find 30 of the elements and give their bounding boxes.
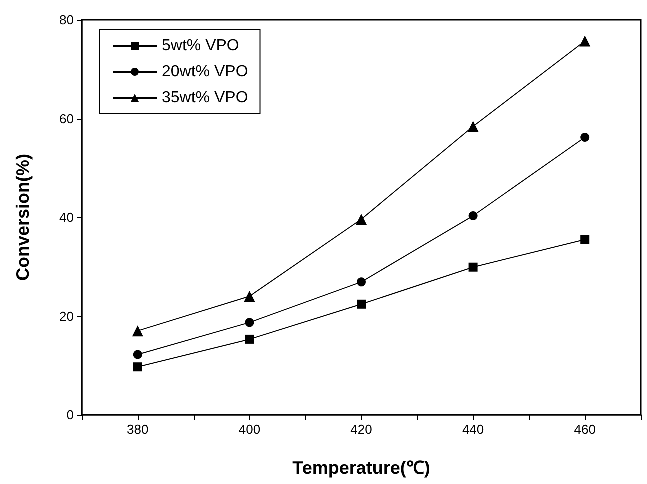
x-axis-title: Temperature(℃): [292, 458, 430, 478]
x-tick-label: 420: [350, 422, 372, 437]
point: [356, 214, 367, 225]
point: [244, 291, 256, 302]
point: [468, 212, 478, 221]
y-tick-label: 60: [60, 111, 74, 126]
legend-label: 35wt% VPO: [162, 90, 248, 106]
y-tick-label: 40: [60, 210, 74, 225]
point: [245, 318, 254, 328]
point: [468, 262, 478, 272]
point: [580, 235, 590, 244]
y-tick-label: 20: [60, 308, 74, 324]
point: [357, 278, 366, 287]
x-tick-label: 380: [127, 422, 149, 437]
legend-label: 5wt% VPO: [162, 38, 240, 54]
point: [133, 350, 142, 360]
y-axis-title: Conversion(%): [13, 154, 33, 282]
point: [357, 300, 366, 309]
point: [133, 362, 142, 372]
y-tick-label: 0: [66, 408, 74, 422]
point: [468, 121, 479, 132]
point: [245, 334, 254, 344]
y-tick-label: 80: [60, 12, 74, 28]
point: [580, 36, 591, 47]
legend-label: 20wt% VPO: [162, 64, 248, 80]
x-tick-label: 400: [238, 422, 261, 437]
x-tick-label: 460: [574, 422, 596, 437]
x-tick-label: 440: [462, 422, 484, 437]
point: [132, 326, 144, 337]
point: [580, 133, 590, 142]
